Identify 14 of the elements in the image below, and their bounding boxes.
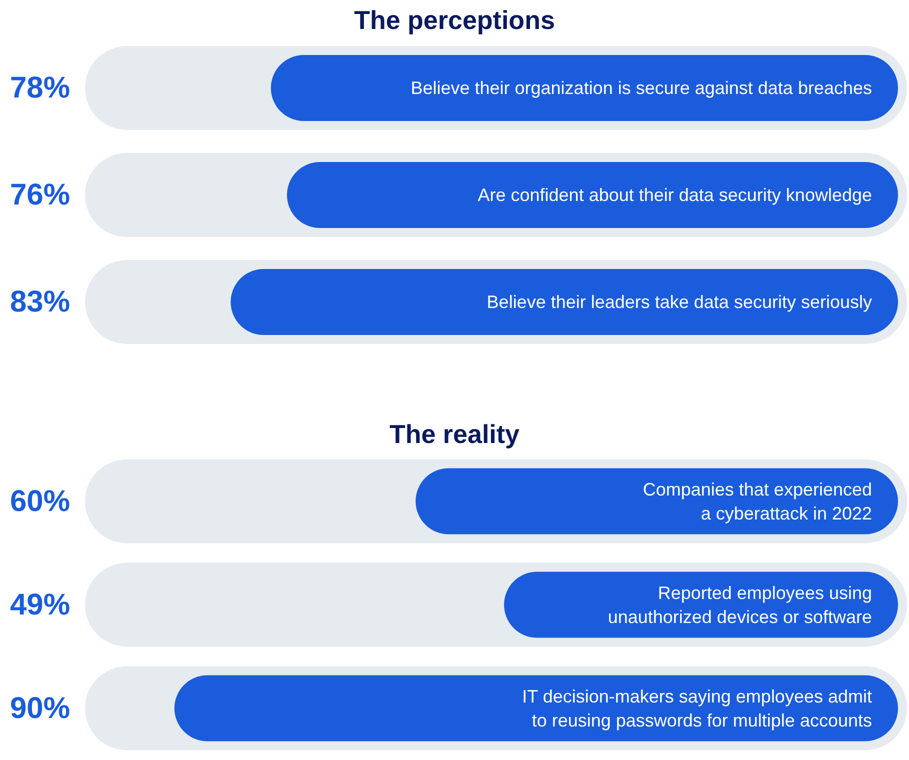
data-label: 49% bbox=[10, 588, 70, 622]
y-tick-label: Believe their organization is secure against data breaches bbox=[410, 78, 872, 98]
data-label: 83% bbox=[10, 286, 70, 318]
y-tick-label: Are confident about their data security knowledge bbox=[478, 185, 872, 205]
y-tick-label: Reported employees using unauthorized devices or software bbox=[608, 582, 872, 627]
y-tick-label: Companies that experienced a cyberattack in 2022 bbox=[642, 479, 872, 524]
data-label: 78% bbox=[10, 72, 70, 104]
data-label: 60% bbox=[10, 484, 70, 518]
data-label: 76% bbox=[10, 178, 70, 212]
chart-title: The reality bbox=[389, 419, 520, 449]
y-tick-label: IT decision-makers saying employees admit to reusing passwords for multiple accounts bbox=[522, 686, 872, 730]
chart-title: The perceptions bbox=[354, 5, 555, 35]
data-label: 90% bbox=[10, 692, 70, 725]
y-tick-label: Believe their leaders take data security seriously bbox=[486, 292, 872, 312]
